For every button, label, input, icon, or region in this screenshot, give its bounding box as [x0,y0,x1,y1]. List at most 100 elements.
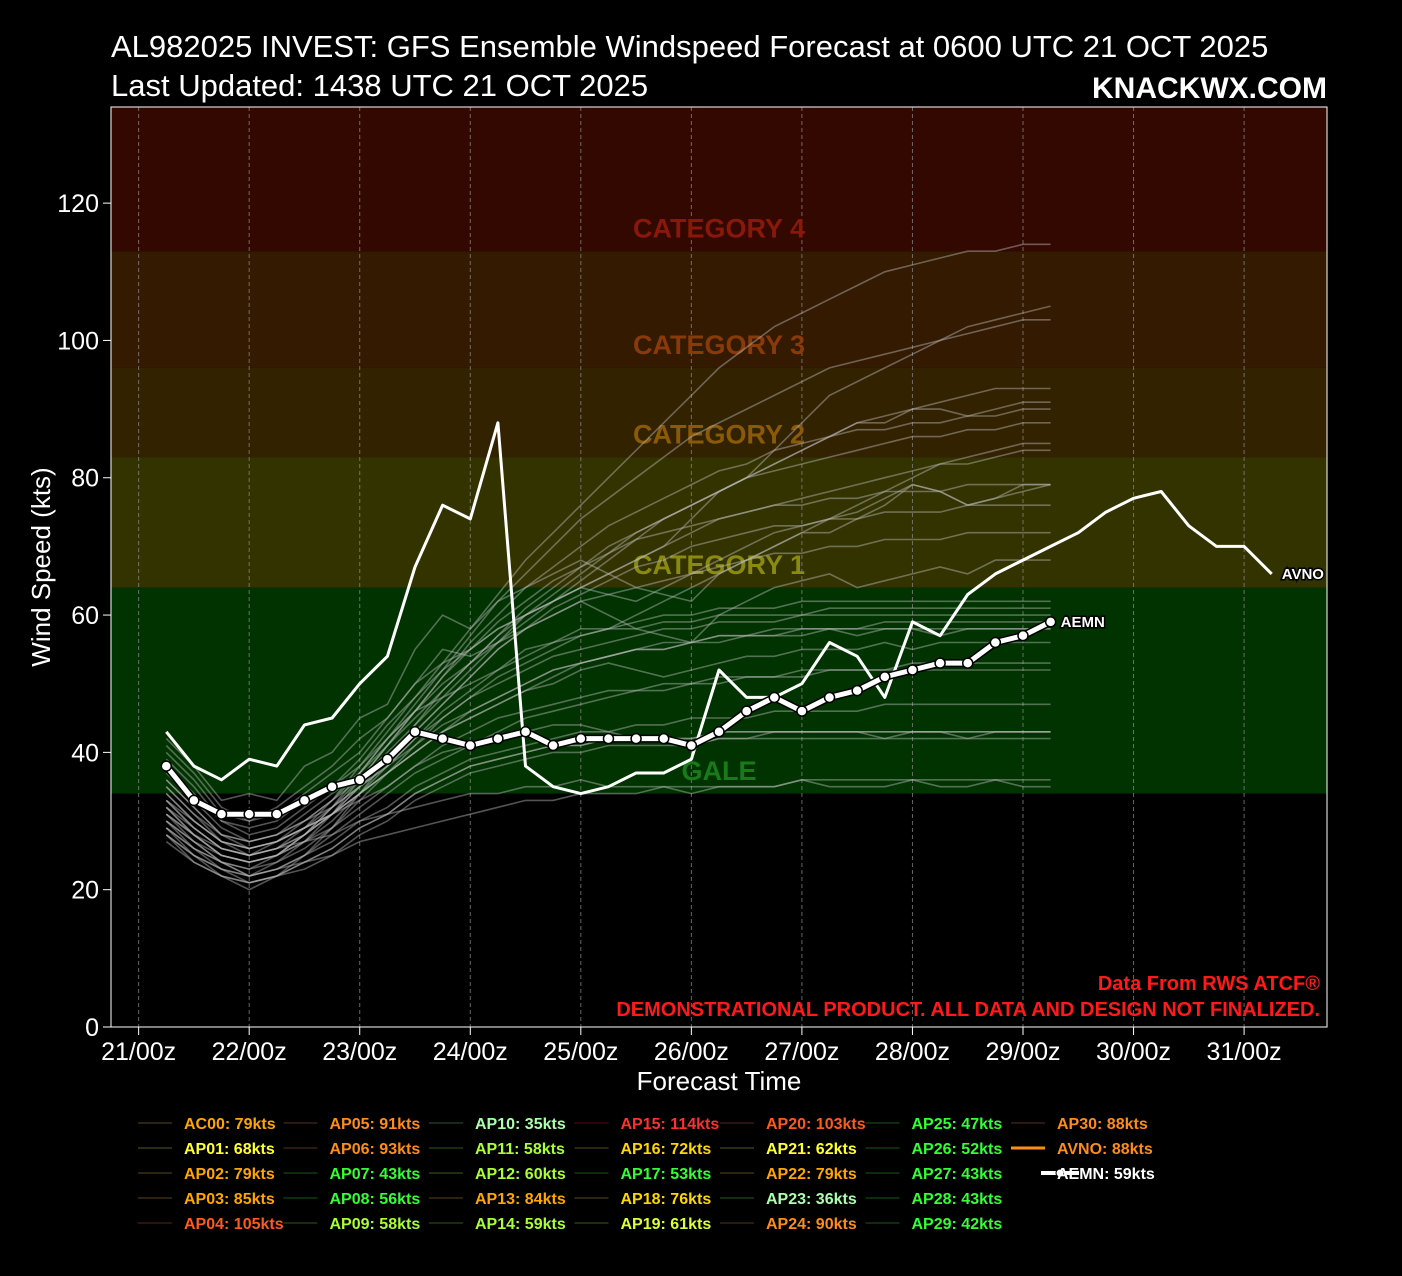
legend-entry-label: AP22: 79kts [766,1166,857,1183]
legend-marker [1055,1168,1065,1178]
y-tick-label: 100 [57,327,99,355]
series-marker-aemn [879,671,891,683]
ensemble-line-ap02 [165,483,1051,822]
legend-entry-label: AP13: 84kts [475,1191,566,1208]
ensemble-line-ap05 [165,401,1051,843]
series-marker-aemn [768,691,781,704]
legend-entry-label: AVNO: 88kts [1057,1141,1153,1158]
legend-entry-label: AP21: 62kts [766,1141,857,1158]
ensemble-line-ap18 [165,504,1051,864]
ensemble-line-ap25 [165,703,1051,877]
series-marker-aemn [188,794,200,807]
ensemble-line-ap01 [165,559,1051,822]
legend-entry-label: AP12: 60kts [475,1166,566,1183]
x-tick-label: 28/00z [875,1038,950,1066]
x-tick-label: 31/00z [1207,1038,1282,1066]
ensemble-line-ap04 [165,305,1051,836]
ensemble-line-ap23 [165,779,1051,877]
series-marker-aemn [464,739,477,752]
band-category-3 [111,251,1327,368]
series-marker-aemn [961,657,974,669]
series-marker-aemn [492,732,504,745]
highlight-lines: AVNO AEMN [160,421,1326,820]
series-marker-aemn [657,732,670,745]
x-tick-label: 27/00z [764,1038,839,1066]
legend-entry-label: AP25: 47kts [912,1116,1003,1133]
legend-entry-label: AP03: 85kts [184,1191,275,1208]
ensemble-line-ap17 [165,662,1051,864]
y-tick-label: 40 [71,739,99,767]
series-marker-aemn [326,780,338,793]
intensity-bands [111,107,1327,1027]
ensemble-line-ap24 [165,408,1051,877]
series-marker-aemn [298,794,311,807]
y-axis-label: Wind Speed (kts) [26,467,56,666]
series-marker-aemn [989,636,1002,649]
series-marker-aemn [547,739,559,752]
ensemble-line-ac00 [165,483,1051,802]
series-marker-aemn [934,657,946,669]
series-marker-aemn [602,732,615,745]
legend-entry-label: AP26: 52kts [912,1141,1003,1158]
axes: 0 20 40 60 80 100 120 21/00z 22/00z 23/00z 24/00z 2… [57,106,1328,1066]
x-tick-label: 30/00z [1096,1038,1171,1066]
x-tick-label: 22/00z [212,1038,287,1066]
legend-entry-label: AP23: 36kts [766,1191,857,1208]
band-label: CATEGORY 2 [633,419,805,449]
series-marker-aemn [353,774,366,786]
series-marker-aemn [906,664,919,676]
band-label: GALE [681,756,756,786]
series-end-label-avno: AVNO [1282,566,1325,583]
series-marker-aemn [630,732,642,745]
ensemble-line-ap07 [165,724,1051,850]
ensemble-line-ap13 [165,449,1051,857]
data-source-credit: Data From RWS ATCF® [1098,973,1320,995]
band-labels: GALE CATEGORY 1 CATEGORY 2 CATEGORY 3 CATEGO… [633,213,805,785]
legend-entry-label: AP18: 76kts [621,1191,712,1208]
plot-frame [110,106,1328,1028]
series-marker-aemn [685,739,698,752]
series-marker-aemn [796,705,808,717]
series-marker-aemn [823,691,836,704]
series-marker-aemn [1017,629,1029,642]
series-marker-aemn [160,760,173,772]
disclaimer: DEMONSTRATIONAL PRODUCT. ALL DATA AND DE… [616,999,1320,1021]
grid-lines [138,107,1245,1027]
legend-entry-label: AEMN: 59kts [1057,1166,1155,1183]
x-tick-label: 21/00z [101,1038,176,1066]
ensemble-line-ap20 [165,319,1051,864]
x-tick-label: 23/00z [322,1038,397,1066]
x-tick-label: 25/00z [543,1038,618,1066]
y-tick-label: 0 [85,1014,99,1042]
series-marker-aemn [243,808,255,820]
band-category-1 [111,457,1327,588]
legend-entry-label: AP01: 68kts [184,1141,275,1158]
series-marker-aemn [851,684,863,697]
y-tick-label: 80 [71,465,99,493]
legend-entry-label: AP02: 79kts [184,1166,275,1183]
x-axis-label: Forecast Time [637,1066,802,1096]
ensemble-line-ap06 [165,387,1051,843]
ensemble-line-ap09 [165,627,1051,843]
legend-entry-label: AP06: 93kts [330,1141,421,1158]
legend-entry-label: AC00: 79kts [184,1116,276,1133]
legend-entry-label: AP29: 42kts [912,1216,1003,1233]
series-end-label-aemn: AEMN [1061,614,1105,631]
ensemble-line-ap16 [165,531,1051,857]
legend-entry-label: AP17: 53kts [621,1166,712,1183]
band-gale [111,587,1327,794]
series-marker-aemn [409,726,421,738]
series-line-avno [165,421,1273,796]
ensemble-line-ap22 [165,483,1051,870]
ensemble-line-ap30 [165,422,1051,891]
legend-entry-label: AP15: 114kts [621,1116,720,1133]
ensemble-line-ap15 [165,243,1051,857]
legend-entry-label: AP19: 61kts [621,1216,712,1233]
legend-entry-label: AP30: 88kts [1057,1116,1148,1133]
band-category-4 [111,107,1327,252]
series-marker-aemn [1044,616,1057,628]
series-marker-aemn [575,732,587,745]
legend-entry-label: AP10: 35kts [475,1116,566,1133]
chart-subtitle: Last Updated: 1438 UTC 21 OCT 2025 [111,68,648,103]
y-tick-label: 120 [57,190,99,218]
